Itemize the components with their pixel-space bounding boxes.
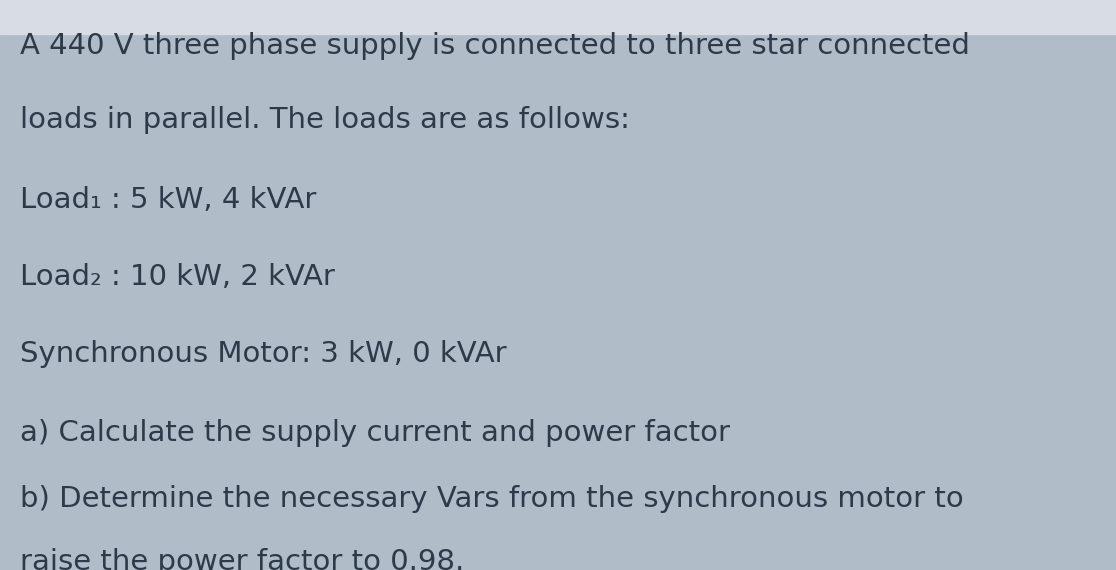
- Text: Load₁ : 5 kW, 4 kVAr: Load₁ : 5 kW, 4 kVAr: [20, 186, 317, 214]
- Text: b) Determine the necessary Vars from the synchronous motor to: b) Determine the necessary Vars from the…: [20, 485, 964, 513]
- Text: a) Calculate the supply current and power factor: a) Calculate the supply current and powe…: [20, 420, 730, 447]
- Text: Load₂ : 10 kW, 2 kVAr: Load₂ : 10 kW, 2 kVAr: [20, 263, 335, 291]
- Text: raise the power factor to 0.98.: raise the power factor to 0.98.: [20, 548, 464, 570]
- Text: A 440 V three phase supply is connected to three star connected: A 440 V three phase supply is connected …: [20, 32, 970, 60]
- Text: loads in parallel. The loads are as follows:: loads in parallel. The loads are as foll…: [20, 106, 629, 134]
- Text: Synchronous Motor: 3 kW, 0 kVAr: Synchronous Motor: 3 kW, 0 kVAr: [20, 340, 507, 368]
- Bar: [0, 0, 1116, 34]
